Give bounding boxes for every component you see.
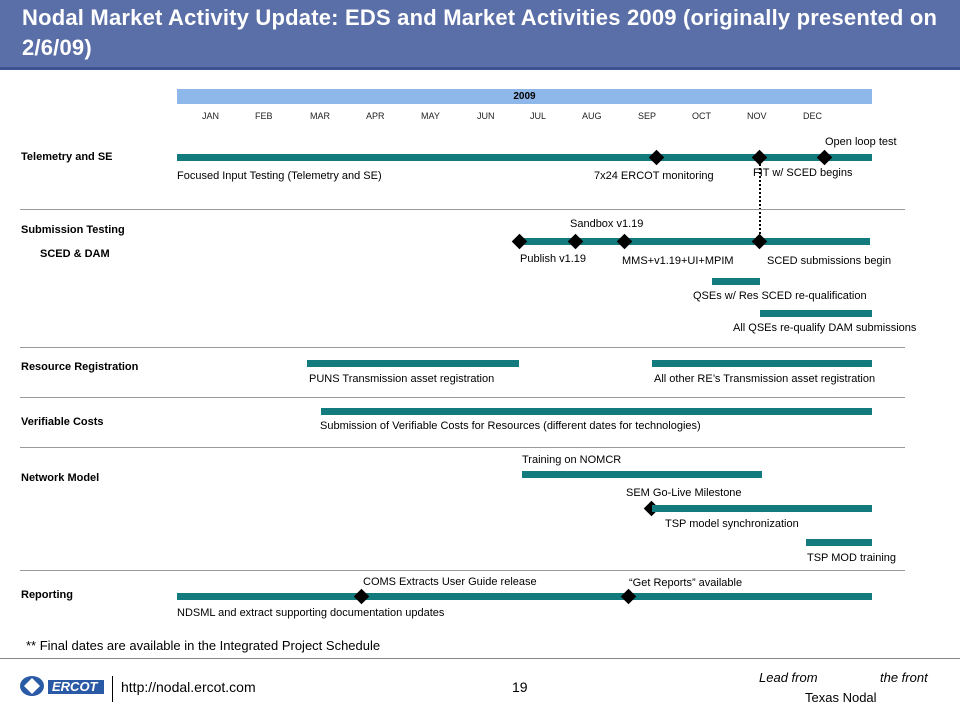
milestone-diamond [620,588,637,605]
publish-label: Publish v1.19 [520,253,587,265]
month-label: NOV [747,111,767,121]
month-label: FEB [255,111,273,121]
footnote: ** Final dates are available in the Inte… [26,638,381,653]
verifiable-section-label: Verifiable Costs [21,416,104,428]
other-re-label: All other RE’s Transmission asset regist… [654,373,876,385]
fit-sced-label: FIT w/ SCED begins [753,167,853,179]
milestone-diamond [648,149,665,166]
month-label: MAR [310,111,330,121]
section-divider [20,570,905,571]
month-label: MAY [421,111,440,121]
section-divider [20,447,905,448]
training-nomcr-bar [522,471,762,478]
footer-url-link[interactable]: http://nodal.ercot.com [121,679,256,695]
monitoring-label: 7x24 ERCOT monitoring [594,170,714,182]
submission-section-label: Submission Testing [21,224,125,236]
network-section-label: Network Model [21,472,100,484]
tsp-sync-label: TSP model synchronization [665,518,799,530]
tagline-front: the front [880,670,928,685]
month-label: SEP [638,111,657,121]
tagline-lead: Lead from [759,670,818,685]
get-reports-label: “Get Reports” available [629,577,743,589]
tsp-mod-label: TSP MOD training [807,552,897,564]
sced-begin-label: SCED submissions begin [767,255,892,267]
reporting-bar [177,593,872,600]
sem-go-live-label: SEM Go-Live Milestone [626,487,742,499]
year-bar: 2009 [177,89,872,104]
milestone-diamond [616,233,633,250]
milestone-diamond [567,233,584,250]
tsp-sync-bar [652,505,872,512]
dotted-connector [759,164,761,242]
ndsml-label: NDSML and extract supporting documentati… [177,607,445,619]
all-qses-bar [760,310,872,317]
logo-text: ERCOT [52,679,98,694]
page-title: Nodal Market Activity Update: EDS and Ma… [22,5,938,60]
training-nomcr-label: Training on NOMCR [522,454,622,466]
reporting-section-label: Reporting [21,589,73,601]
milestone-diamond [751,233,768,250]
footer-divider [0,658,960,659]
month-label: JAN [202,111,220,121]
month-label: JUL [530,111,547,121]
milestone-diamond [353,588,370,605]
telemetry-section-label: Telemetry and SE [21,151,113,163]
puns-label: PUNS Transmission asset registration [309,373,495,385]
telemetry-bar [177,154,872,161]
month-label: AUG [582,111,602,121]
all-qses-label: All QSEs re-qualify DAM submissions [733,322,917,334]
other-re-bar [652,360,872,367]
title-banner: Nodal Market Activity Update: EDS and Ma… [0,0,960,70]
milestone-diamond [511,233,528,250]
submission-bar [520,238,870,245]
milestone-diamond [751,149,768,166]
month-label: DEC [803,111,823,121]
qses-res-bar [712,278,760,285]
footer-separator [112,676,113,702]
verifiable-bar [321,408,872,415]
section-divider [20,209,905,210]
texas-nodal-label: Texas Nodal [805,690,877,705]
verifiable-label: Submission of Verifiable Costs for Resou… [320,420,701,432]
month-label: APR [366,111,385,121]
resource-section-label: Resource Registration [21,361,139,373]
month-label: OCT [692,111,711,121]
ercot-logo: ERCOT [18,670,108,707]
mms-label: MMS+v1.19+UI+MPIM [622,255,734,267]
sandbox-label: Sandbox v1.19 [570,218,644,230]
coms-label: COMS Extracts User Guide release [363,576,537,588]
section-divider [20,397,905,398]
focused-input-testing-label: Focused Input Testing (Telemetry and SE) [177,170,382,182]
puns-bar [307,360,519,367]
tsp-mod-bar [806,539,872,546]
open-loop-label: Open loop test [825,136,897,148]
section-divider [20,347,905,348]
qses-res-label: QSEs w/ Res SCED re-qualification [693,290,867,302]
sced-dam-label: SCED & DAM [40,248,110,260]
milestone-diamond [816,149,833,166]
month-label: JUN [477,111,495,121]
page-number: 19 [512,679,528,695]
